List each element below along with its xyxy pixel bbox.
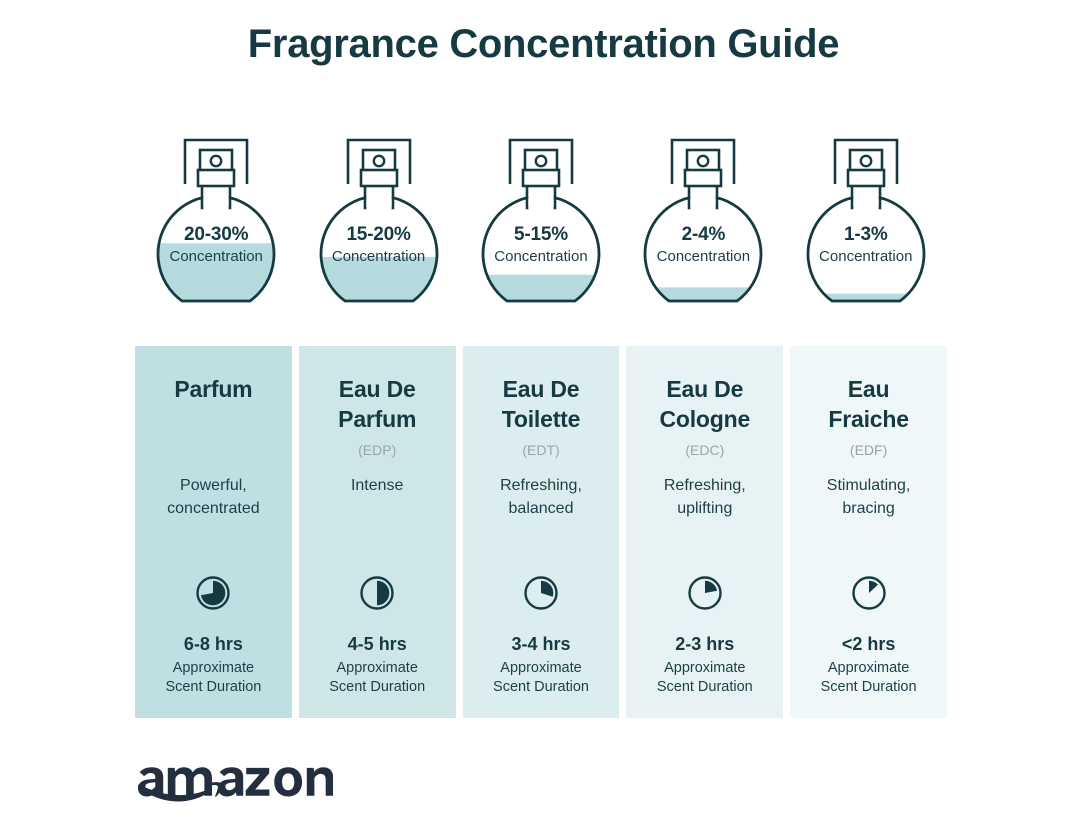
fragrance-card-4[interactable]: Eau De Cologne (EDC) Refreshing, uplifting 2-… [626, 346, 784, 718]
clock-pie-icon [196, 576, 231, 610]
fragrance-description-line2: concentrated [167, 500, 260, 518]
duration-caption: Approximate Scent Duration [790, 659, 947, 697]
fragrance-description-line1: Intense [350, 477, 404, 494]
fragrance-name-line2: Cologne [659, 406, 751, 433]
fragrance-description-line2: balanced [508, 500, 574, 518]
fragrance-description: Refreshing, uplifting [626, 474, 783, 520]
fragrance-name-line1: Eau De [502, 376, 580, 402]
fragrance-description-line1: Refreshing, [663, 477, 746, 494]
fragrance-name-line1: Eau De [338, 376, 416, 402]
fragrance-name: Parfum [135, 374, 292, 404]
fragrance-card-3[interactable]: Eau De Toilette (EDT) Refreshing, balanced 3-… [462, 346, 620, 718]
fragrance-description-line1: Stimulating, [826, 477, 911, 494]
clock-pie-icon [360, 576, 394, 610]
duration-value: <2 hrs [841, 634, 896, 654]
fragrance-name-line2: Parfum [338, 406, 417, 433]
duration-caption: Approximate Scent Duration [463, 659, 620, 697]
pie-wedge [540, 580, 554, 597]
clock-pie-icon [851, 576, 886, 610]
fragrance-description-line1: Refreshing, [500, 477, 582, 494]
duration-caption-line1: Approximate [827, 660, 910, 676]
duration-caption-line2: Scent Duration [656, 679, 753, 696]
fragrance-description: Intense [299, 474, 456, 497]
duration-caption-line2: Scent Duration [820, 679, 917, 696]
duration-value: 2-3 hrs [675, 634, 735, 654]
bottle-collar [684, 168, 723, 188]
duration-caption-line1: Approximate [664, 660, 746, 676]
bottles-row: 20-30% Concentration 15-20% Concentration 5-… [135, 136, 947, 336]
fragrance-name-line1: Eau De [666, 376, 744, 402]
duration-caption: Approximate Scent Duration [135, 659, 292, 697]
bottle-collar [196, 168, 236, 188]
pie-wedge [201, 580, 226, 606]
bottle-4: 2-4% Concentration [622, 136, 784, 336]
bottle-body [806, 194, 926, 303]
fragrance-name-line2: Toilette [501, 406, 581, 433]
fragrance-description-line1: Powerful, [180, 477, 247, 494]
bottle-collar [359, 168, 398, 188]
fragrance-name: Eau De Toilette [463, 374, 620, 435]
duration-caption: Approximate Scent Duration [626, 659, 783, 697]
bottle-liquid [645, 287, 762, 301]
fragrance-name-line1: Eau [847, 376, 890, 402]
clock-pie-icon [524, 576, 558, 610]
bottle-collar [846, 168, 886, 188]
pie-wedge [704, 580, 717, 593]
fragrance-description-line2: bracing [842, 500, 895, 518]
bottle-liquid [807, 293, 924, 301]
sprayer-icon [696, 154, 710, 168]
fragrance-description: Powerful, concentrated [135, 474, 292, 520]
bottle-collar [521, 168, 561, 188]
page-title: Fragrance Concentration Guide [247, 22, 840, 66]
fragrance-name-line2: Fraiche [828, 406, 909, 433]
pie-wedge [868, 580, 878, 593]
duration-pie-wrap [626, 574, 783, 612]
sprayer-icon [209, 154, 223, 168]
bottle-5: 1-3% Concentration [785, 136, 947, 336]
fragrance-card-1[interactable]: Parfum Powerful, concentrated 6-8 hrs Approx… [135, 346, 292, 718]
sprayer-icon [372, 154, 385, 168]
duration-value: 3-4 hrs [511, 634, 571, 654]
fragrance-description-line2: uplifting [677, 500, 733, 518]
duration-pie-wrap [790, 574, 947, 612]
cards-row: Parfum Powerful, concentrated 6-8 hrs Approx… [135, 346, 947, 718]
duration-pie-wrap [135, 574, 292, 612]
fragrance-acronym: (EDC) [685, 442, 725, 458]
bottle-liquid [320, 256, 437, 301]
fragrance-acronym: (EDT) [522, 442, 560, 458]
duration-caption-line1: Approximate [336, 660, 418, 676]
duration-caption-line1: Approximate [500, 660, 582, 676]
duration-caption-line2: Scent Duration [493, 679, 589, 696]
duration-caption-line2: Scent Duration [165, 679, 262, 696]
duration-caption-line2: Scent Duration [329, 679, 426, 696]
bottle-liquid [158, 243, 275, 301]
fragrance-name-line1: Parfum [174, 376, 253, 402]
amazon-logo [133, 746, 333, 808]
fragrance-name: Eau De Parfum [299, 374, 456, 435]
fragrance-name: Eau De Cologne [626, 374, 783, 435]
fragrance-card-5[interactable]: Eau Fraiche (EDF) Stimulating, bracing <2 hrs… [790, 346, 947, 718]
bottle-3: 5-15% Concentration [460, 136, 622, 336]
duration-caption-line1: Approximate [172, 660, 255, 676]
bottle-body [644, 194, 763, 303]
pie-wedge [377, 580, 390, 606]
fragrance-acronym: (EDP) [358, 442, 397, 458]
fragrance-acronym: (EDF) [849, 442, 888, 458]
fragrance-description: Stimulating, bracing [790, 474, 947, 520]
duration-pie-wrap [299, 574, 456, 612]
fragrance-card-2[interactable]: Eau De Parfum (EDP) Intense 4-5 hrs Approxima… [298, 346, 456, 718]
clock-pie-icon [688, 576, 722, 610]
bottle-2: 15-20% Concentration [297, 136, 459, 336]
fragrance-description: Refreshing, balanced [463, 474, 620, 520]
duration-value: 6-8 hrs [183, 634, 243, 654]
sprayer-icon [859, 154, 873, 168]
sprayer-icon [534, 154, 548, 168]
bottle-1: 20-30% Concentration [135, 136, 297, 336]
fragrance-name: Eau Fraiche [790, 374, 947, 435]
duration-pie-wrap [463, 574, 620, 612]
duration-value: 4-5 hrs [347, 634, 407, 654]
duration-caption: Approximate Scent Duration [299, 659, 456, 697]
